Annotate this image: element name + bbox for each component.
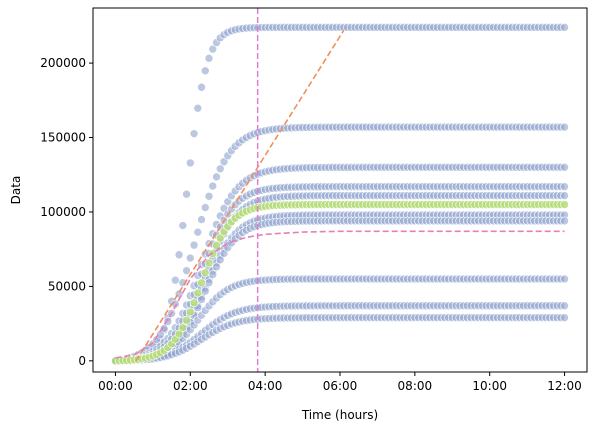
data-point <box>204 278 214 288</box>
x-tick-label: 12:00 <box>547 379 582 393</box>
data-point <box>174 250 184 260</box>
data-point <box>182 189 191 199</box>
data-point <box>200 203 210 212</box>
data-point <box>212 172 221 182</box>
data-point <box>560 313 569 322</box>
data-point <box>193 288 203 298</box>
x-tick-label: 10:00 <box>472 379 507 393</box>
data-point <box>197 82 206 92</box>
data-point <box>193 227 203 237</box>
highlighted-series <box>111 200 569 366</box>
x-tick-label: 02:00 <box>173 379 208 393</box>
data-point <box>193 103 203 113</box>
data-point <box>560 23 569 32</box>
data-point <box>560 191 569 200</box>
data-point <box>200 268 210 278</box>
replicate-series <box>111 163 569 366</box>
data-point <box>197 215 206 224</box>
data-point <box>215 233 225 243</box>
data-point <box>208 44 218 54</box>
data-point <box>186 253 195 263</box>
data-point <box>171 275 180 285</box>
x-tick-label: 08:00 <box>398 379 433 393</box>
data-point <box>208 270 218 279</box>
data-point <box>560 182 569 191</box>
data-point <box>212 262 221 272</box>
data-point <box>186 307 195 317</box>
data-point <box>560 216 569 226</box>
data-point <box>208 181 218 191</box>
y-tick-label: 100000 <box>40 205 86 219</box>
data-point <box>204 258 214 268</box>
data-point <box>182 266 191 275</box>
data-point <box>215 255 225 265</box>
data-point <box>197 295 206 304</box>
data-point <box>560 274 569 284</box>
model-fit-line <box>115 230 565 359</box>
x-tick-label: 06:00 <box>323 379 358 393</box>
tangent-line <box>135 29 345 362</box>
data-point <box>200 286 210 296</box>
data-point <box>178 323 188 332</box>
y-tick-label: 0 <box>78 354 86 368</box>
data-point <box>186 158 195 168</box>
y-tick-label: 150000 <box>40 131 86 145</box>
y-tick-label: 50000 <box>48 279 86 293</box>
data-point <box>204 54 214 63</box>
data-point <box>560 200 569 209</box>
x-tick-label: 00:00 <box>98 379 133 393</box>
x-axis: 00:00 02:00 04:00 06:00 08:00 10:00 12:00 <box>98 372 582 393</box>
data-point <box>560 163 569 172</box>
data-point <box>200 66 210 76</box>
data-point <box>189 129 199 138</box>
x-axis-label: Time (hours) <box>301 408 378 422</box>
data-point <box>182 315 191 325</box>
y-axis: 0 50000 100000 150000 200000 <box>40 56 93 368</box>
data-point <box>178 221 188 230</box>
data-point <box>174 329 184 339</box>
x-tick-label: 04:00 <box>248 379 283 393</box>
y-axis-label: Data <box>9 176 23 205</box>
data-point <box>189 240 199 250</box>
plot-area <box>111 8 569 372</box>
y-tick-label: 200000 <box>40 56 86 70</box>
data-point <box>197 278 206 288</box>
data-point <box>204 192 214 201</box>
data-point <box>208 249 218 259</box>
data-point <box>159 324 169 333</box>
data-point <box>560 301 569 311</box>
data-point <box>215 164 225 174</box>
data-point <box>189 298 199 308</box>
data-point <box>560 122 569 132</box>
